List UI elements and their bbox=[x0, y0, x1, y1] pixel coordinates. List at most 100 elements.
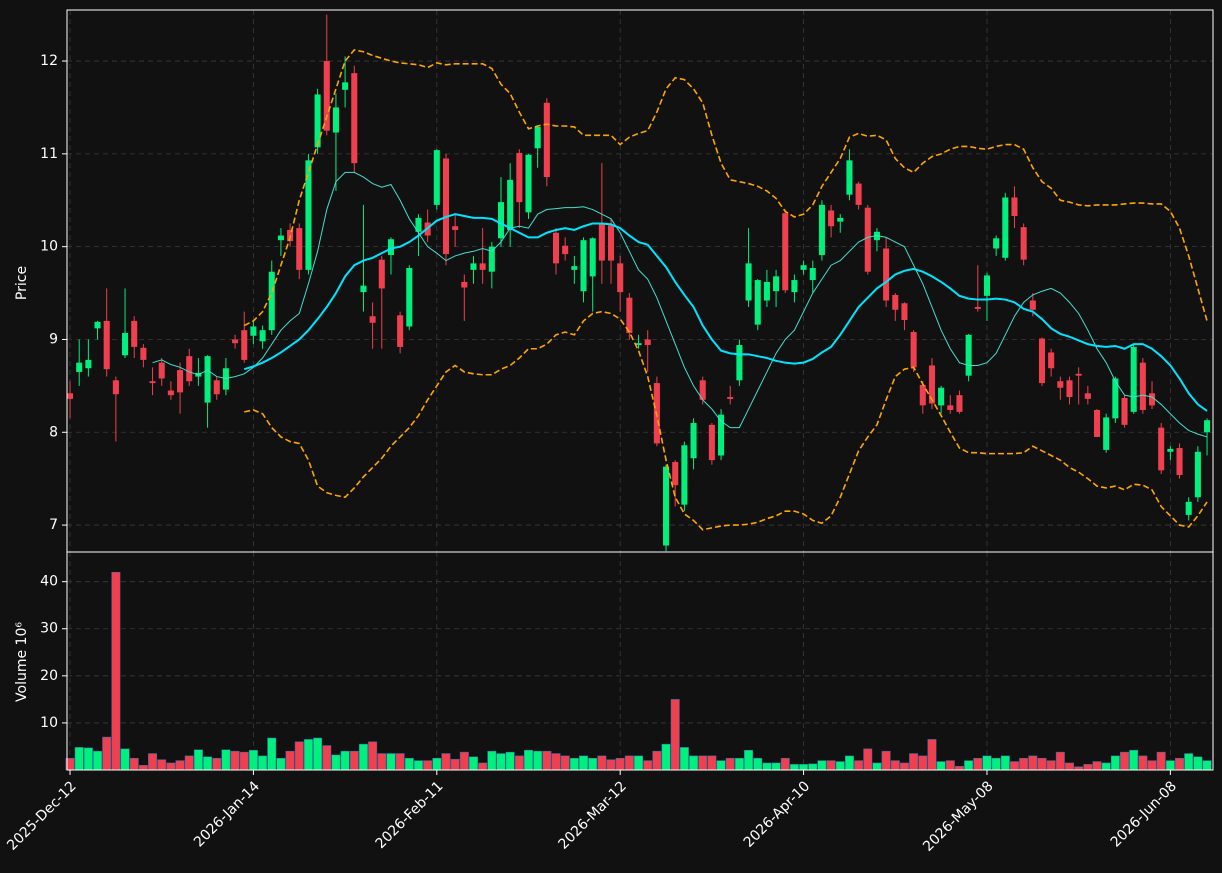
candle-body bbox=[452, 226, 459, 230]
volume-bar bbox=[203, 756, 213, 771]
volume-bar bbox=[514, 755, 524, 771]
candle-body bbox=[167, 390, 174, 396]
volume-bar bbox=[652, 750, 662, 771]
volume-bar bbox=[634, 755, 644, 771]
candle-body bbox=[186, 356, 193, 382]
candle-body bbox=[1038, 338, 1046, 384]
volume-bar bbox=[936, 761, 946, 771]
y-tick-label: 11 bbox=[40, 146, 58, 162]
candle-body bbox=[1167, 448, 1174, 452]
candle-body bbox=[76, 362, 83, 372]
volume-bar bbox=[1138, 755, 1148, 771]
candle-body bbox=[378, 259, 385, 289]
candle-body bbox=[406, 268, 413, 327]
candle-body bbox=[85, 359, 92, 369]
volume-bar bbox=[377, 753, 387, 771]
candle-body bbox=[589, 238, 596, 277]
candle-body bbox=[442, 158, 449, 255]
volume-bar bbox=[193, 749, 203, 771]
volume-bar bbox=[945, 760, 955, 771]
candle-body bbox=[1121, 397, 1128, 425]
volume-bar bbox=[1129, 749, 1139, 771]
volume-bar bbox=[872, 762, 882, 771]
volume-bar bbox=[322, 745, 332, 771]
volume-panel-frame bbox=[66, 551, 1214, 771]
candle-body bbox=[1176, 448, 1183, 475]
y-tick-label: 7 bbox=[49, 517, 58, 533]
candle-body bbox=[397, 315, 404, 347]
candle-body bbox=[1048, 352, 1055, 369]
volume-bar bbox=[579, 755, 588, 771]
candle-body bbox=[122, 332, 129, 356]
candle-body bbox=[177, 370, 184, 393]
candle-body bbox=[250, 326, 257, 336]
volume-bar bbox=[83, 747, 93, 771]
candle-body bbox=[818, 204, 825, 256]
volume-bar bbox=[1202, 760, 1212, 771]
candle-body bbox=[773, 276, 780, 292]
candle-body bbox=[103, 320, 110, 370]
candle-body bbox=[736, 345, 743, 381]
candle-body bbox=[1057, 381, 1064, 388]
candle-body bbox=[552, 232, 560, 264]
candle-body bbox=[562, 245, 569, 255]
candle-body bbox=[140, 347, 147, 360]
volume-bar bbox=[166, 762, 176, 771]
candle-body bbox=[1093, 410, 1101, 437]
candle-body bbox=[809, 268, 816, 281]
candle-body bbox=[360, 285, 367, 293]
volume-tick-label: 10 bbox=[40, 715, 58, 731]
volume-bar bbox=[230, 750, 240, 771]
volume-bar bbox=[1055, 751, 1065, 771]
volume-bar bbox=[294, 741, 304, 771]
candle-body bbox=[351, 73, 358, 164]
volume-bar bbox=[111, 571, 121, 771]
candle-body bbox=[1084, 393, 1091, 399]
candle-body bbox=[259, 330, 266, 342]
volume-bar bbox=[441, 753, 451, 771]
volume-bar bbox=[698, 755, 708, 771]
candle-body bbox=[277, 235, 284, 241]
candle-body bbox=[1075, 373, 1082, 376]
volume-bar bbox=[597, 755, 607, 771]
volume-bar bbox=[459, 751, 469, 771]
volume-bar bbox=[606, 759, 616, 771]
y-axis-label: Price bbox=[14, 266, 30, 300]
candle-body bbox=[763, 281, 770, 301]
volume-bar bbox=[927, 739, 937, 771]
volume-bar bbox=[120, 748, 130, 771]
volume-bar bbox=[487, 750, 497, 771]
volume-bar bbox=[533, 750, 543, 771]
candle-body bbox=[1158, 427, 1165, 471]
candle-body bbox=[387, 239, 394, 256]
candle-body bbox=[800, 265, 807, 270]
volume-bar bbox=[1147, 760, 1157, 771]
candle-body bbox=[314, 94, 321, 148]
volume-bar bbox=[780, 757, 790, 771]
volume-bar bbox=[313, 737, 323, 771]
candle-body bbox=[828, 210, 835, 227]
candle-body bbox=[112, 380, 119, 395]
volume-bar bbox=[303, 739, 313, 771]
candle-body bbox=[727, 397, 734, 399]
indicator-line bbox=[243, 49, 1208, 327]
volume-bar bbox=[560, 755, 570, 771]
candle-body bbox=[635, 343, 642, 346]
candle-body bbox=[131, 320, 138, 347]
candle-body bbox=[983, 275, 990, 296]
volume-bar bbox=[129, 757, 139, 771]
volume-axis-label: Volume 10⁶ bbox=[14, 622, 30, 702]
candle-body bbox=[305, 160, 312, 270]
volume-bar bbox=[285, 750, 295, 771]
volume-bar bbox=[1156, 751, 1166, 771]
volume-bar bbox=[340, 750, 350, 771]
volume-bar bbox=[899, 762, 909, 771]
candle-body bbox=[718, 414, 725, 456]
volume-bar bbox=[478, 762, 488, 771]
volume-bar bbox=[1046, 760, 1056, 771]
volume-bar bbox=[707, 755, 717, 771]
candle-body bbox=[369, 316, 376, 323]
candle-body bbox=[690, 422, 697, 459]
volume-bar bbox=[588, 757, 598, 771]
volume-bar bbox=[799, 764, 809, 771]
